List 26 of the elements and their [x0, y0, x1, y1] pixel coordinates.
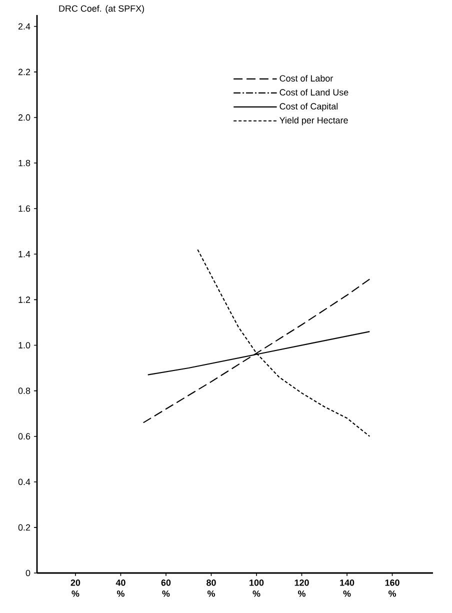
y-tick-label: 1.4: [18, 251, 30, 258]
y-tick-label: 1.8: [18, 160, 30, 166]
y-tick-label: 0.2: [18, 524, 30, 531]
x-tick-label: 140 %: [340, 580, 354, 597]
y-axis-title: DRC Coef. (at SPFX): [59, 5, 144, 14]
y-tick-label: 2.2: [18, 68, 30, 76]
x-tick-label: 60 %: [161, 580, 171, 597]
y-tick-label: 1.6: [18, 205, 30, 212]
x-tick-label: 20 %: [70, 580, 80, 597]
x-tick-label: 40 %: [116, 580, 126, 597]
y-tick-label: 2.4: [18, 23, 30, 30]
legend-label: Cost of Land Use: [280, 88, 348, 96]
legend-label: Cost of Labor: [280, 74, 334, 82]
x-tick-label: 100 %: [250, 580, 264, 597]
legend-label: Yield per Hectare: [280, 116, 348, 126]
y-tick-label: 1.2: [18, 296, 30, 303]
y-tick-label: 0.4: [18, 478, 30, 486]
x-tick-label: 160 %: [385, 580, 400, 597]
y-tick-label: 2.0: [18, 114, 30, 121]
legend-label: Cost of Capital: [280, 102, 338, 112]
y-tick-label: 0: [26, 570, 30, 576]
x-tick-label: 120 %: [294, 580, 309, 597]
y-tick-label: 0.6: [18, 433, 30, 440]
x-tick-label: 80 %: [206, 580, 216, 597]
y-tick-label: 0.8: [18, 388, 30, 394]
y-tick-label: 1.0: [18, 342, 30, 348]
